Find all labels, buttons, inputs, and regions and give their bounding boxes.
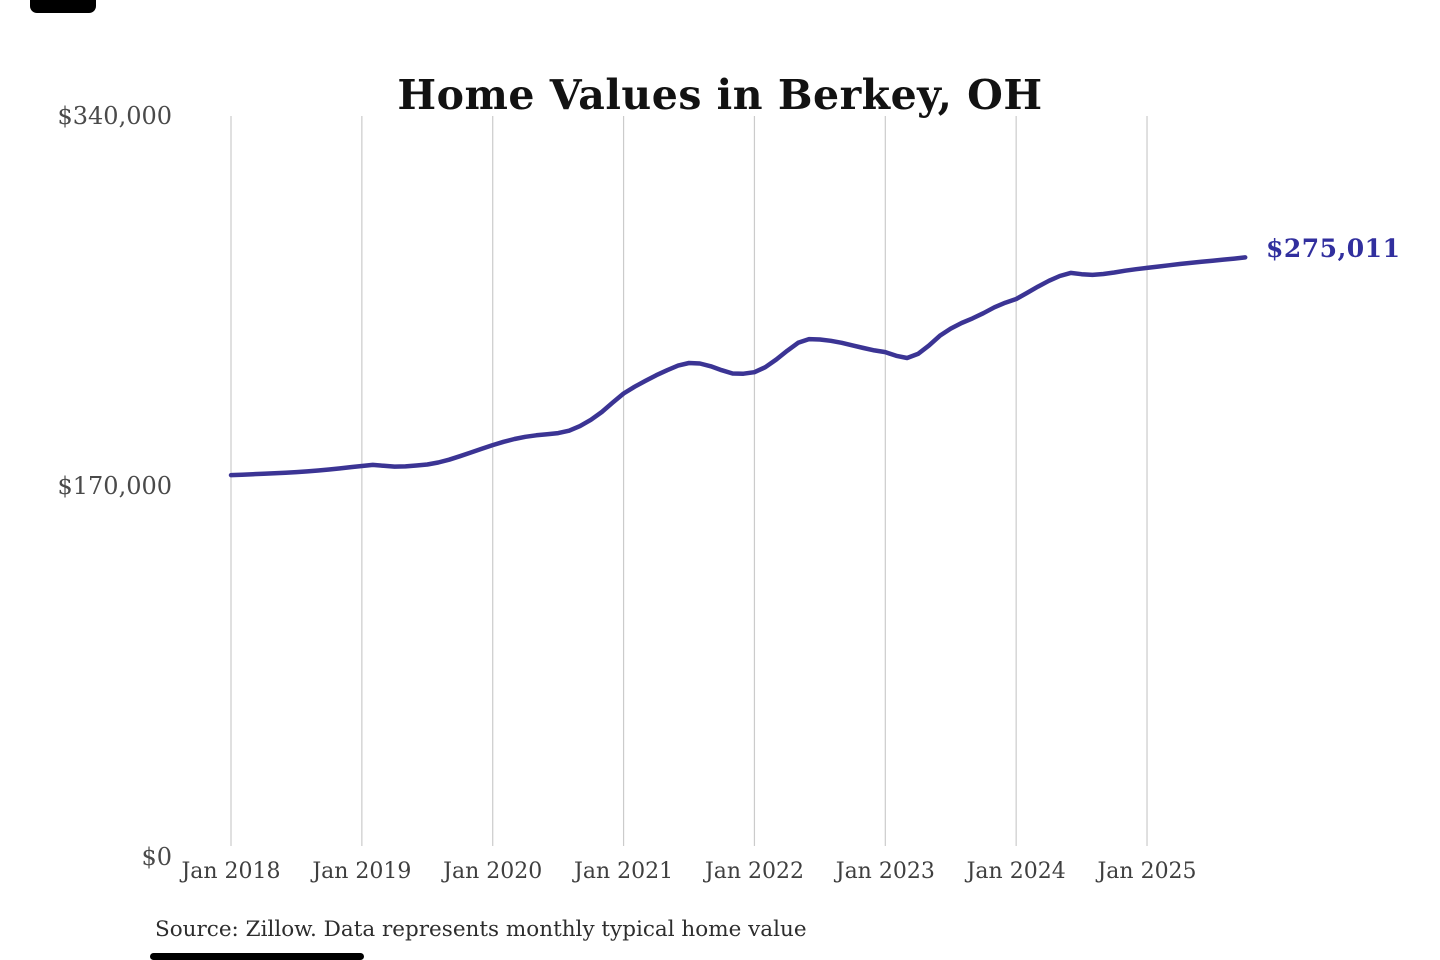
chart-title: Home Values in Berkey, OH xyxy=(397,71,1043,120)
y-axis-tick-170k: $170,000 xyxy=(57,472,172,500)
y-axis-tick-340k: $340,000 xyxy=(57,102,172,130)
x-axis-tick-label: Jan 2020 xyxy=(441,859,542,884)
end-value-label: $275,011 xyxy=(1266,234,1401,263)
source-note: Source: Zillow. Data represents monthly … xyxy=(155,917,807,942)
screenshot-artifact-bottom-left xyxy=(150,953,364,960)
x-axis-tick-label: Jan 2025 xyxy=(1095,859,1196,884)
x-axis-tick-label: Jan 2018 xyxy=(179,859,280,884)
x-axis-tick-label: Jan 2021 xyxy=(572,859,673,884)
x-axis-tick-label: Jan 2023 xyxy=(834,859,935,884)
home-value-line-series xyxy=(228,255,1248,478)
x-axis-tick-label: Jan 2019 xyxy=(310,859,411,884)
screenshot-artifact-top-left xyxy=(30,0,96,13)
x-axis-tick-label: Jan 2024 xyxy=(965,859,1066,884)
y-axis-tick-0: $0 xyxy=(141,843,172,871)
x-axis-tick-label: Jan 2022 xyxy=(703,859,804,884)
